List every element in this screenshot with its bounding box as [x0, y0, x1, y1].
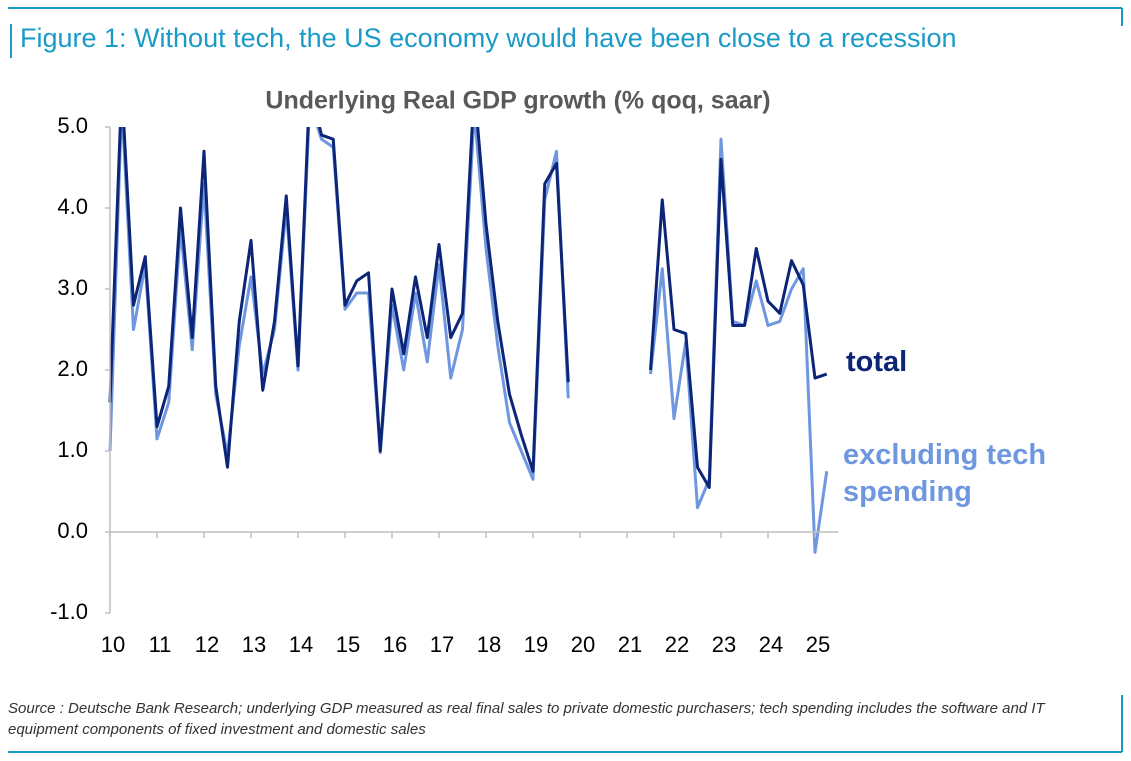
x-tick-label: 13	[242, 632, 266, 657]
y-tick-label: -1.0	[50, 599, 88, 624]
x-tick-label: 20	[571, 632, 595, 657]
x-tick-label: 17	[430, 632, 454, 657]
x-tick-label: 22	[665, 632, 689, 657]
x-tick-label: 11	[149, 632, 172, 657]
series-label: total	[846, 346, 908, 378]
x-tick-label: 25	[806, 632, 830, 657]
x-tick-label: 19	[524, 632, 548, 657]
y-tick-label: 4.0	[57, 194, 88, 219]
x-tick-label: 12	[195, 632, 219, 657]
x-tick-label: 10	[101, 632, 125, 657]
series-label: excluding tech spending	[843, 439, 1047, 508]
x-tick-label: 16	[383, 632, 407, 657]
x-tick-label: 23	[712, 632, 736, 657]
source-note: Source : Deutsche Bank Research; underly…	[8, 700, 1045, 738]
figure-title: Figure 1: Without tech, the US economy w…	[20, 23, 957, 53]
x-tick-label: 18	[477, 632, 501, 657]
chart-title: Underlying Real GDP growth (% qoq, saar)	[265, 87, 770, 115]
y-tick-label: 0.0	[57, 518, 88, 543]
x-tick-label: 14	[289, 632, 313, 657]
x-tick-label: 24	[759, 632, 783, 657]
series-line	[108, 127, 828, 489]
x-tick-label: 15	[336, 632, 360, 657]
y-tick-label: 5.0	[57, 113, 88, 138]
y-tick-label: 3.0	[57, 275, 88, 300]
y-tick-label: 1.0	[57, 437, 88, 462]
y-tick-label: 2.0	[57, 356, 88, 381]
plot-area	[108, 127, 829, 554]
x-tick-label: 21	[618, 632, 642, 657]
